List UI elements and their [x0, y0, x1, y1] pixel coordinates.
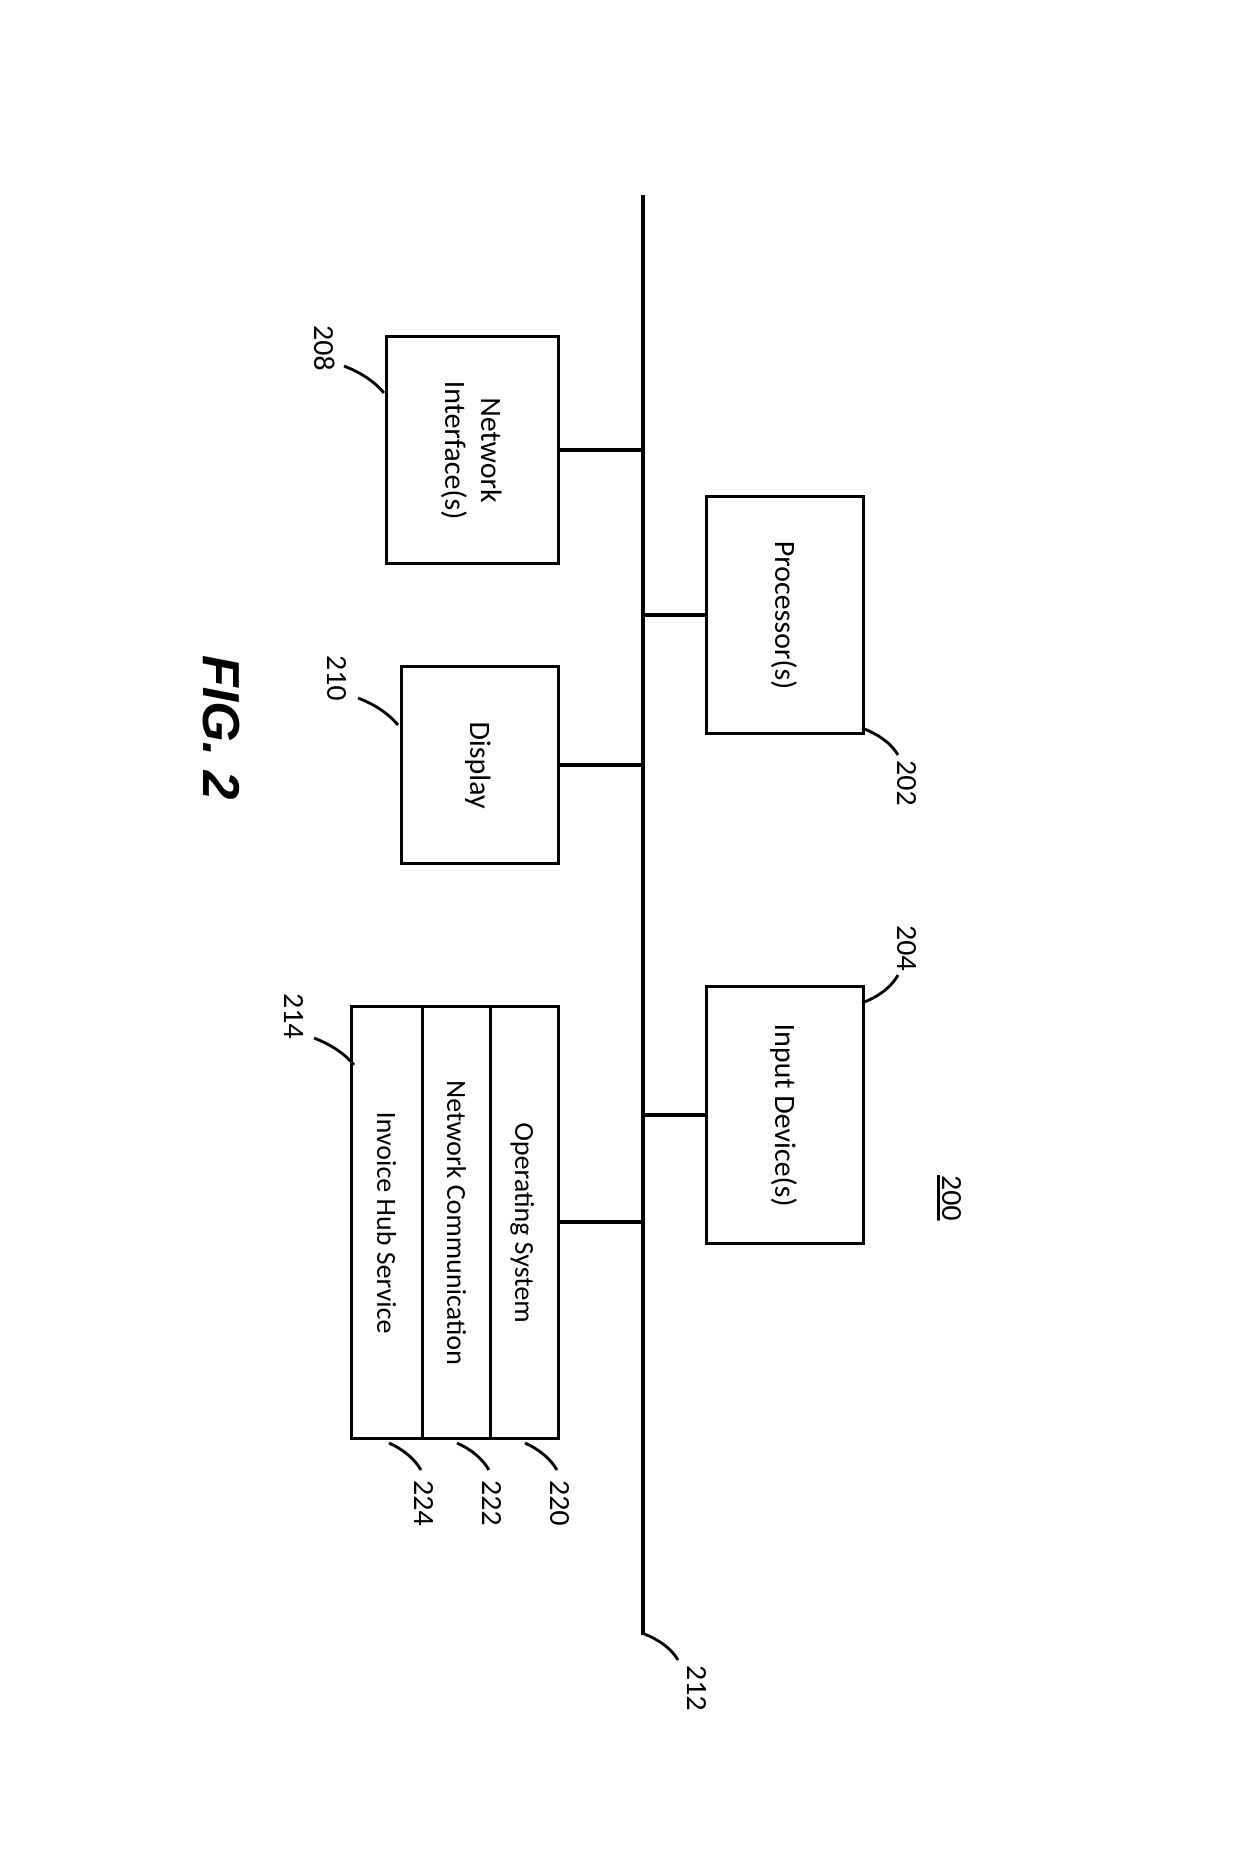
input-label: Input Device(s) — [767, 1024, 804, 1207]
invoice-label: Invoice Hub Service — [370, 1112, 405, 1334]
bus-line — [641, 195, 645, 1635]
memory-row-invoice: Invoice Hub Service — [353, 1008, 421, 1437]
ref-tick-222 — [442, 1435, 497, 1485]
ref-224: 224 — [405, 1480, 442, 1526]
memory-connector — [558, 1220, 643, 1224]
network-box: Network Interface(s) — [385, 335, 560, 565]
display-box: Display — [400, 665, 560, 865]
processor-connector — [643, 613, 705, 617]
ref-214: 214 — [275, 993, 312, 1039]
ref-222: 222 — [473, 1480, 510, 1526]
ref-202: 202 — [888, 760, 925, 806]
memory-row-network-comm: Network Communication — [421, 1008, 489, 1437]
ref-tick-220 — [510, 1435, 565, 1485]
display-connector — [558, 763, 643, 767]
ref-204: 204 — [888, 925, 925, 971]
display-label: Display — [462, 721, 499, 808]
processor-label: Processor(s) — [767, 541, 804, 690]
network-comm-label: Network Communication — [439, 1080, 474, 1365]
input-box: Input Device(s) — [705, 985, 865, 1245]
memory-box: Operating System Network Communication I… — [350, 1005, 560, 1440]
network-connector — [558, 448, 643, 452]
ref-tick-224 — [374, 1435, 429, 1485]
os-label: Operating System — [507, 1122, 542, 1322]
input-connector — [643, 1113, 705, 1117]
block-diagram: 200 212 Processor(s) 202 Input Device(s)… — [120, 135, 1120, 1735]
memory-row-os: Operating System — [489, 1008, 557, 1437]
ref-210: 210 — [318, 655, 355, 701]
processor-box: Processor(s) — [705, 495, 865, 735]
ref-tick-210 — [346, 690, 406, 740]
ref-212: 212 — [678, 1665, 715, 1711]
ref-220: 220 — [541, 1480, 578, 1526]
figure-caption: FIG. 2 — [190, 655, 250, 799]
network-label: Network Interface(s) — [437, 338, 509, 562]
ref-208: 208 — [305, 325, 342, 371]
figure-number: 200 — [933, 1175, 970, 1221]
